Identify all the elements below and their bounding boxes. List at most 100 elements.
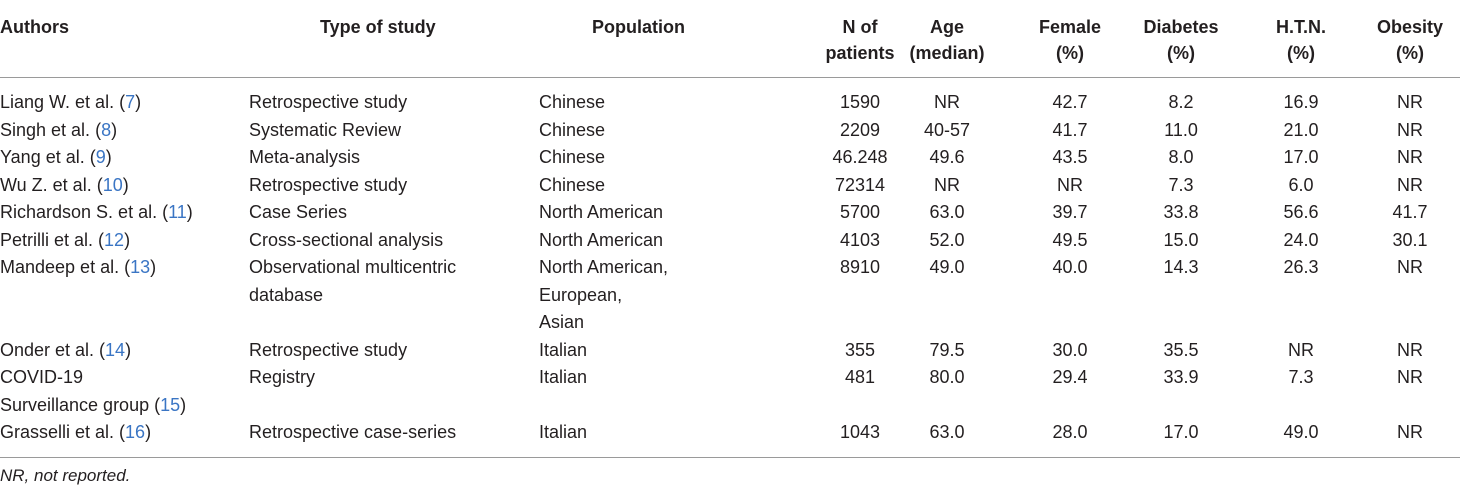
author-name: Yang et al. ( bbox=[0, 147, 96, 167]
cell-htn: 21.0 bbox=[1283, 120, 1319, 140]
header-obesity: Obesity (%) bbox=[1376, 17, 1444, 63]
cell-type-of-study: Retrospective case-series bbox=[249, 419, 456, 447]
author-paren: ) bbox=[186, 202, 193, 222]
header-diabetes: Diabetes (%) bbox=[1143, 17, 1219, 63]
cell-author: Singh et al. (8) bbox=[0, 117, 117, 145]
cell-author: Yang et al. (9) bbox=[0, 144, 112, 172]
cell-htn: 16.9 bbox=[1283, 92, 1319, 112]
header-authors: Authors bbox=[0, 17, 69, 37]
cell-age: 79.5 bbox=[929, 340, 965, 360]
population-line: Chinese bbox=[539, 92, 606, 112]
author-paren: ) bbox=[180, 394, 187, 415]
cell-obesity: NR bbox=[1397, 340, 1423, 360]
author-paren: ) bbox=[122, 175, 129, 195]
cell-type-of-study: Case Series bbox=[249, 199, 347, 227]
cell-diabetes: 7.3 bbox=[1168, 175, 1194, 195]
cell-population: North American bbox=[539, 199, 663, 227]
author-paren: ) bbox=[150, 257, 157, 277]
cell-author: Wu Z. et al. (10) bbox=[0, 172, 129, 200]
population-line: North American bbox=[539, 202, 664, 222]
cell-obesity: NR bbox=[1397, 257, 1423, 277]
cell-age: 52.0 bbox=[929, 230, 965, 250]
cell-obesity: NR bbox=[1397, 175, 1423, 195]
type-line: Registry bbox=[249, 367, 316, 387]
cell-author: Onder et al. (14) bbox=[0, 337, 131, 365]
cell-htn: 24.0 bbox=[1283, 230, 1319, 250]
reference-link[interactable]: 16 bbox=[125, 422, 146, 442]
cell-female: 39.7 bbox=[1052, 202, 1088, 222]
population-line: North American bbox=[539, 230, 664, 250]
cell-female: NR bbox=[1057, 175, 1083, 195]
author-paren: ) bbox=[135, 92, 142, 112]
cell-n-patients: 72314 bbox=[834, 175, 886, 195]
reference-link[interactable]: 7 bbox=[125, 92, 136, 112]
cell-htn: 26.3 bbox=[1283, 257, 1319, 277]
reference-link[interactable]: 8 bbox=[101, 120, 112, 140]
cell-age: 63.0 bbox=[929, 422, 965, 442]
cell-female: 42.7 bbox=[1052, 92, 1088, 112]
reference-link[interactable]: 14 bbox=[105, 340, 126, 360]
cell-author: Liang W. et al. (7) bbox=[0, 89, 141, 117]
cell-population: Chinese bbox=[539, 117, 605, 145]
cell-population: Chinese bbox=[539, 89, 605, 117]
cell-population: North American bbox=[539, 227, 663, 255]
cell-age: 49.0 bbox=[929, 257, 965, 277]
cell-author: Mandeep et al. (13) bbox=[0, 254, 156, 282]
type-line: Cross-sectional analysis bbox=[249, 230, 444, 250]
cell-type-of-study: Registry bbox=[249, 364, 315, 392]
author-paren: ) bbox=[105, 147, 112, 167]
cell-type-of-study: Retrospective study bbox=[249, 172, 407, 200]
population-line: Chinese bbox=[539, 120, 606, 140]
type-line: Systematic Review bbox=[249, 120, 402, 140]
cell-female: 29.4 bbox=[1052, 367, 1088, 387]
reference-link[interactable]: 12 bbox=[104, 230, 125, 250]
cell-obesity: 30.1 bbox=[1392, 230, 1428, 250]
cell-author: Grasselli et al. (16) bbox=[0, 419, 151, 447]
cell-n-patients: 1590 bbox=[839, 92, 881, 112]
cell-female: 28.0 bbox=[1052, 422, 1088, 442]
cell-female: 30.0 bbox=[1052, 340, 1088, 360]
header-type-of-study: Type of study bbox=[320, 17, 436, 37]
cell-age: 63.0 bbox=[929, 202, 965, 222]
type-line: Observational multicentric bbox=[249, 257, 457, 277]
cell-female: 43.5 bbox=[1052, 147, 1088, 167]
author-name: Wu Z. et al. ( bbox=[0, 175, 103, 195]
cell-population: Italian bbox=[539, 364, 587, 392]
header-htn: H.T.N. (%) bbox=[1275, 17, 1326, 63]
reference-link[interactable]: 11 bbox=[168, 202, 187, 222]
author-name: Mandeep et al. ( bbox=[0, 257, 131, 277]
author-paren: ) bbox=[111, 120, 118, 140]
author-name-continued: Surveillance group ( bbox=[0, 394, 161, 415]
header-n-patients: N of patients bbox=[825, 17, 895, 63]
cell-type-of-study: Observational multicentric database bbox=[249, 254, 456, 309]
cell-obesity: NR bbox=[1397, 92, 1423, 112]
author-name: Liang W. et al. ( bbox=[0, 92, 126, 112]
cell-author: Richardson S. et al. (11) bbox=[0, 199, 193, 227]
reference-link[interactable]: 10 bbox=[102, 175, 123, 195]
cell-obesity: NR bbox=[1397, 367, 1423, 387]
author-paren: ) bbox=[124, 230, 131, 250]
cell-n-patients: 1043 bbox=[839, 422, 881, 442]
cell-obesity: NR bbox=[1397, 120, 1423, 140]
table-footnote: NR, not reported. bbox=[0, 466, 131, 485]
reference-link[interactable]: 9 bbox=[95, 147, 106, 167]
cell-population: Italian bbox=[539, 419, 587, 447]
table-bottom-rule bbox=[0, 457, 1460, 458]
cell-population: Chinese bbox=[539, 144, 605, 172]
cell-n-patients: 46.248 bbox=[832, 147, 888, 167]
reference-link[interactable]: 15 bbox=[160, 394, 181, 415]
cell-n-patients: 481 bbox=[844, 367, 876, 387]
cell-type-of-study: Retrospective study bbox=[249, 337, 407, 365]
cell-population: Italian bbox=[539, 337, 587, 365]
header-age: Age (median) bbox=[909, 17, 985, 63]
cell-n-patients: 4103 bbox=[839, 230, 881, 250]
cell-age: NR bbox=[934, 175, 960, 195]
cell-female: 40.0 bbox=[1052, 257, 1088, 277]
type-line: database bbox=[249, 284, 324, 305]
type-line: Retrospective study bbox=[249, 175, 408, 195]
reference-link[interactable]: 13 bbox=[130, 257, 151, 277]
cell-n-patients: 355 bbox=[844, 340, 876, 360]
cell-age: NR bbox=[934, 92, 960, 112]
author-name: Singh et al. ( bbox=[0, 120, 102, 140]
cell-diabetes: 11.0 bbox=[1164, 120, 1198, 140]
